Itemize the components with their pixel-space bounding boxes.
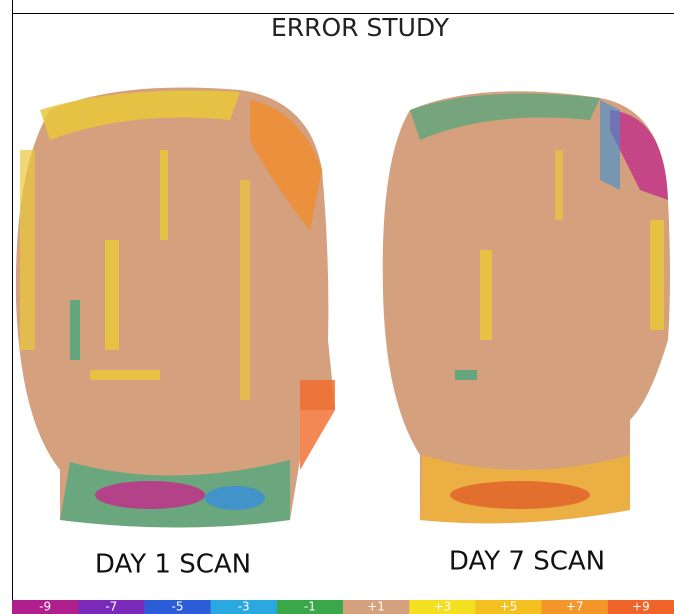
- scale-label: -1: [304, 600, 316, 614]
- scale-label: +7: [566, 600, 584, 614]
- scale-label: +3: [433, 600, 451, 614]
- head-day7: [383, 91, 670, 523]
- scale-label: -7: [105, 600, 117, 614]
- figure-canvas: ERROR STUDY DAY 1 SCAN DAY 7 SCAN -9 -7 -5…: [0, 0, 674, 614]
- figure: ERROR STUDY DAY 1 SCAN DAY 7 SCAN -9 -7 -5…: [0, 0, 674, 614]
- head-day1: [16, 88, 335, 528]
- title: ERROR STUDY: [271, 13, 450, 42]
- scale-label: -9: [39, 600, 51, 614]
- scale-label: +1: [367, 600, 385, 614]
- panel-label: DAY 7 SCAN: [449, 547, 605, 577]
- scale-label: +9: [632, 600, 650, 614]
- scale-label: +5: [500, 600, 518, 614]
- scale-label: -3: [238, 600, 250, 614]
- color-scale: -9 -7 -5 -3 -1 +1 +3 +5 +7 +9: [12, 600, 674, 614]
- panel-label: DAY 1 SCAN: [95, 550, 251, 580]
- scale-label: -5: [172, 600, 184, 614]
